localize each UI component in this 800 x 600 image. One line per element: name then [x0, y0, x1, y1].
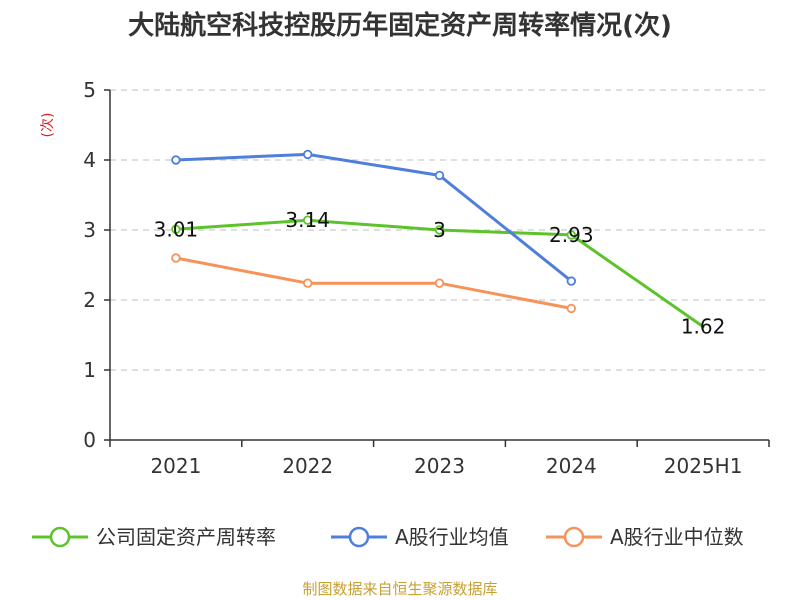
x-tick-label-2025H1: 2025H1 — [664, 454, 743, 478]
series-0-point-2023[interactable] — [434, 225, 445, 235]
data-label-2022: 3.14 — [285, 208, 330, 232]
x-tick-label-2022: 2022 — [282, 454, 333, 478]
data-label-layer: 3.01 3.14 3 2.93 1.62 — [154, 208, 726, 338]
series-layer — [171, 149, 705, 329]
x-tick-label-2024: 2024 — [546, 454, 597, 478]
legend-swatch-marker-0 — [49, 526, 71, 548]
y-tick-label-2: 2 — [83, 288, 96, 312]
y-tick-label-1: 1 — [83, 358, 96, 382]
series-1-point-2022[interactable] — [303, 149, 313, 160]
series-1-point-2021[interactable] — [171, 155, 181, 165]
legend-label-0: 公司固定资产周转率 — [96, 525, 276, 549]
series-1-point-2023[interactable] — [434, 170, 445, 181]
axis-layer: 0 1 2 3 4 5 2021 2022 2023 2024 2025H1 — [83, 78, 770, 478]
y-tick-label-4: 4 — [83, 148, 96, 172]
data-label-2021: 3.01 — [154, 217, 199, 241]
legend-item-1[interactable]: A股行业均值 — [331, 525, 509, 549]
x-tick-label-2021: 2021 — [150, 454, 201, 478]
y-tick-label-5: 5 — [83, 78, 96, 102]
source-note: 制图数据来自恒生聚源数据库 — [302, 580, 497, 598]
legend-swatch-marker-2 — [563, 526, 585, 548]
legend-swatch-marker-1 — [348, 526, 370, 548]
series-0-point-2021[interactable] — [171, 224, 181, 234]
data-label-2023: 3 — [433, 218, 446, 242]
data-label-2024: 2.93 — [549, 223, 594, 247]
series-line-2 — [174, 256, 573, 310]
series-0-point-2022[interactable] — [303, 215, 313, 225]
legend-item-2[interactable]: A股行业中位数 — [546, 525, 744, 549]
series-2-point-2024[interactable] — [566, 303, 576, 314]
legend-label-2: A股行业中位数 — [610, 525, 744, 549]
x-tick-label-2023: 2023 — [414, 454, 465, 478]
chart-title: 大陆航空科技控股历年固定资产周转率情况(次) — [128, 10, 672, 41]
series-2-point-2023[interactable] — [434, 278, 445, 288]
legend[interactable]: 公司固定资产周转率 A股行业均值 A股行业中位数 — [32, 525, 744, 549]
series-2-point-2022[interactable] — [303, 278, 313, 288]
legend-label-1: A股行业均值 — [395, 525, 509, 549]
series-0-point-2024[interactable] — [566, 230, 576, 240]
y-axis-label: (次) — [40, 113, 56, 138]
series-line-1 — [174, 152, 573, 283]
legend-item-0[interactable]: 公司固定资产周转率 — [32, 525, 276, 549]
series-2-point-2021[interactable] — [171, 253, 181, 263]
series-1-point-2024[interactable] — [566, 276, 576, 286]
y-tick-label-0: 0 — [83, 428, 96, 452]
y-tick-label-3: 3 — [83, 218, 96, 242]
data-label-2025H1: 1.62 — [681, 315, 726, 339]
